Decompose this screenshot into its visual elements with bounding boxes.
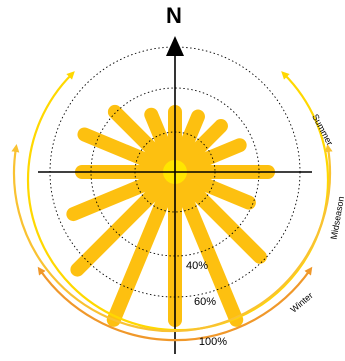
midseason-arc — [11, 144, 333, 333]
spoke — [70, 165, 182, 277]
ring-label: 40% — [186, 260, 208, 272]
ring-label: 100% — [199, 336, 227, 348]
ring-label: 60% — [194, 296, 216, 308]
spoke — [168, 165, 244, 327]
spokes — [66, 104, 275, 327]
winter-label: Winter — [288, 290, 314, 314]
midseason-label: Midseason — [329, 196, 345, 241]
winter-arc — [37, 266, 313, 342]
north-arrow — [166, 36, 184, 56]
season-arcs — [11, 71, 333, 342]
axes — [38, 52, 312, 354]
spoke — [168, 165, 267, 264]
spoke — [66, 165, 182, 222]
spoke — [106, 165, 182, 327]
north-label: N — [166, 3, 182, 28]
